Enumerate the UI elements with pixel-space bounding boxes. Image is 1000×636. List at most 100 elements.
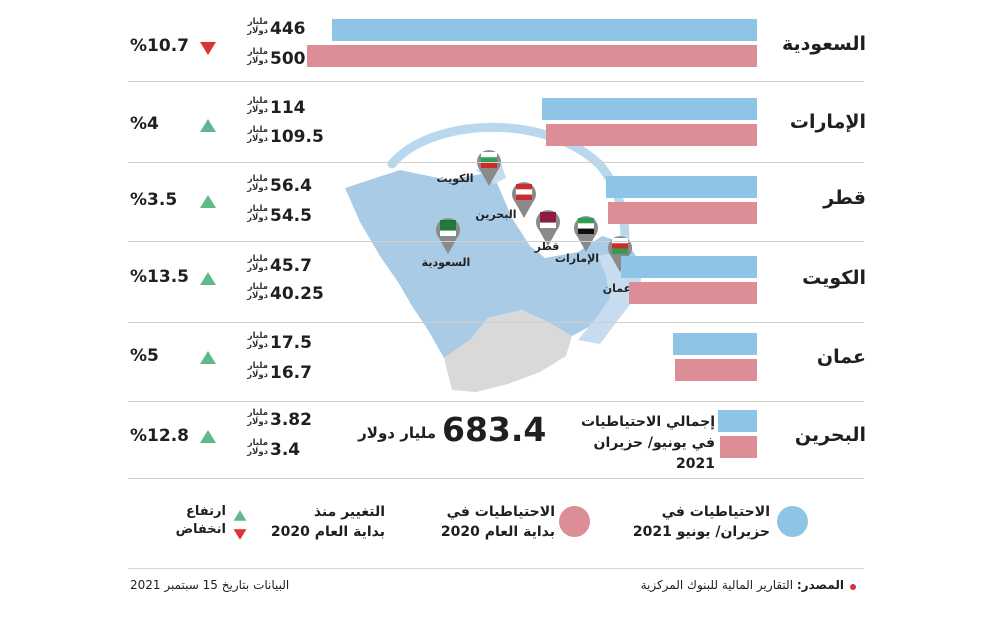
flag-stripe xyxy=(578,218,594,224)
map-pin-label: الكويت xyxy=(437,172,474,185)
up-triangle-icon xyxy=(200,195,216,208)
change-percent: %10.7 xyxy=(130,36,189,56)
legend-current-line1: الاحتياطيات في xyxy=(661,504,770,520)
flag-stripe xyxy=(612,248,628,254)
map-pin-icon xyxy=(535,210,560,246)
flag-stripe xyxy=(440,225,456,231)
footer-divider xyxy=(128,568,864,569)
legend-up-triangle-icon xyxy=(233,510,247,521)
value-label-current: 56.4 xyxy=(270,176,312,196)
legend-change-line2: بداية العام 2020 xyxy=(270,524,385,540)
unit-label: مليار دولار xyxy=(247,331,268,350)
value-label-previous: 16.7 xyxy=(270,363,312,383)
unit-label: مليار دولار xyxy=(247,408,268,427)
value-label-previous: 109.5 xyxy=(270,127,324,147)
legend-previous-line1: الاحتياطيات في xyxy=(446,504,555,520)
bar-current xyxy=(672,333,757,355)
flag-stripe xyxy=(516,184,532,190)
total-label-line1: إجمالي الاحتياطيات xyxy=(580,414,715,430)
value-label-previous: 54.5 xyxy=(270,206,312,226)
flag-stripe xyxy=(540,217,556,223)
legend-down-triangle-icon xyxy=(233,529,247,540)
legend-previous-label: الاحتياطيات في بداية العام 2020 xyxy=(410,502,555,542)
bar-current xyxy=(542,98,757,120)
bar-previous xyxy=(629,282,757,304)
flag-stripe xyxy=(578,228,594,234)
source-text: التقارير المالية للبنوك المركزية xyxy=(640,578,794,592)
source-line: المصدر: التقارير المالية للبنوك المركزية xyxy=(580,578,844,592)
country-label: قطر xyxy=(823,187,866,209)
up-triangle-icon xyxy=(200,272,216,285)
map-pin-icon xyxy=(436,218,461,254)
total-unit: مليار دولار xyxy=(358,424,436,442)
country-label: البحرين xyxy=(794,424,866,446)
unit-label: مليار دولار xyxy=(247,125,268,144)
bar-previous xyxy=(608,202,757,224)
flag-stripe xyxy=(516,194,532,200)
flag-stripe xyxy=(612,243,628,249)
value-label-previous: 40.25 xyxy=(270,284,324,304)
unit-label: مليار دولار xyxy=(247,174,268,193)
map-pin-icon xyxy=(476,150,501,186)
unit-label: مليار دولار xyxy=(247,282,268,301)
map-pin-label: قطر xyxy=(534,240,560,253)
saudi-region xyxy=(345,170,640,358)
legend-down-label: انخفاض xyxy=(175,522,226,537)
map-pin-icon xyxy=(607,236,632,272)
unit-label: مليار دولار xyxy=(247,17,268,36)
row-separator xyxy=(128,478,864,479)
flag-stripe xyxy=(540,212,556,218)
up-triangle-icon xyxy=(200,119,216,132)
row-separator xyxy=(128,162,864,163)
row-separator xyxy=(128,401,864,402)
legend-previous-swatch xyxy=(559,506,590,537)
source-label: المصدر: xyxy=(796,578,844,592)
bar-current xyxy=(331,19,757,41)
change-percent: %13.5 xyxy=(130,267,189,287)
flag-stripe xyxy=(440,230,456,236)
flag-stripe xyxy=(612,238,628,244)
legend-change-label: التغيير منذ بداية العام 2020 xyxy=(240,502,385,542)
down-triangle-icon xyxy=(200,42,216,55)
value-label-previous: 3.4 xyxy=(270,440,301,460)
unit-label: مليار دولار xyxy=(247,361,268,380)
flag-stripe xyxy=(540,222,556,228)
yemen-region xyxy=(444,310,572,392)
flag-stripe xyxy=(578,223,594,229)
flag-stripe xyxy=(440,220,456,226)
change-percent: %3.5 xyxy=(130,190,178,210)
bar-current xyxy=(620,256,757,278)
bar-previous xyxy=(307,45,757,67)
flag-stripe xyxy=(481,152,497,158)
up-triangle-icon xyxy=(200,430,216,443)
unit-label: مليار دولار xyxy=(247,254,268,273)
flag-stripe xyxy=(516,189,532,195)
value-label-current: 446 xyxy=(270,19,306,39)
unit-label: مليار دولار xyxy=(247,438,268,457)
bar-current xyxy=(717,410,757,432)
legend-current-line2: حزيران/ يونيو 2021 xyxy=(632,524,770,540)
total-value: 683.4 xyxy=(442,410,547,449)
value-label-current: 114 xyxy=(270,98,306,118)
flag-stripe xyxy=(481,157,497,163)
bar-previous xyxy=(719,436,757,458)
unit-label: مليار دولار xyxy=(247,96,268,115)
map-pin-label: الإمارات xyxy=(555,252,599,265)
total-label: إجمالي الاحتياطيات في يونيو/ حزيران 2021 xyxy=(550,412,715,475)
data-date: البيانات بتاريخ 15 سبتمبر 2021 xyxy=(130,578,290,592)
legend-change-line1: التغيير منذ xyxy=(313,504,385,520)
country-label: الكويت xyxy=(802,267,866,289)
arc-decoration xyxy=(387,122,630,267)
map-pin-label: عمان xyxy=(603,282,631,295)
value-label-previous: 500 xyxy=(270,49,306,69)
bar-current xyxy=(605,176,757,198)
change-percent: %4 xyxy=(130,114,159,134)
country-label: عمان xyxy=(816,346,866,368)
row-separator xyxy=(128,322,864,323)
legend-current-swatch xyxy=(777,506,808,537)
country-label: السعودية xyxy=(781,33,866,55)
country-label: الإمارات xyxy=(789,111,866,133)
map-pin-label: السعودية xyxy=(422,256,471,269)
